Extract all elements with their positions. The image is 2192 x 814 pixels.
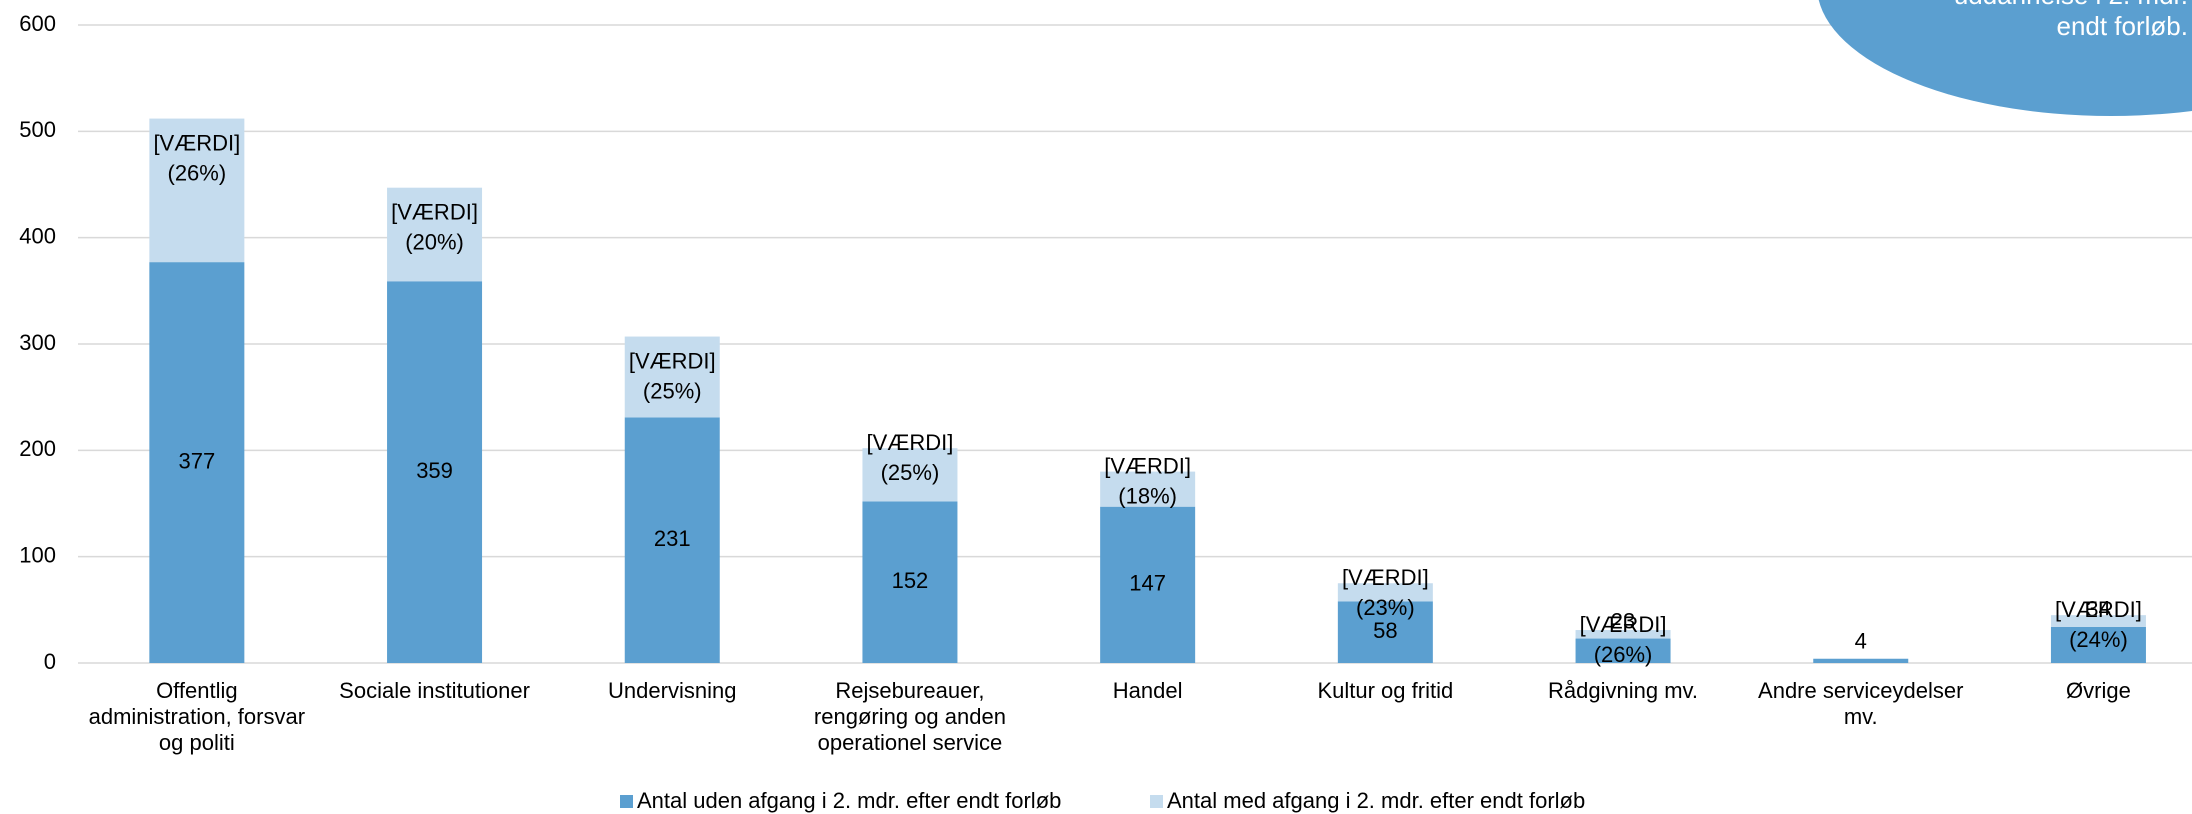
data-label: 147 [1129,571,1166,596]
annotation: [VÆRDI] [153,130,240,155]
annotation: [VÆRDI] [391,200,478,225]
legend-label: Antal uden afgang i 2. mdr. efter endt f… [637,788,1062,813]
annotation: (18%) [1118,483,1177,508]
bar [1813,658,1909,663]
callout-shape [1818,0,2192,116]
data-label: 377 [178,448,215,473]
y-tick-label: 300 [19,330,56,355]
bar [387,187,483,282]
y-tick-label: 200 [19,436,56,461]
bar [1575,638,1671,663]
y-tick-label: 100 [19,542,56,567]
data-label: 23 [1611,608,1635,633]
annotation: (25%) [881,460,940,485]
x-tick-label: Øvrige [2066,678,2131,703]
data-label: 152 [892,568,929,593]
data-label: 4 [1855,629,1867,654]
legend-item: Antal uden afgang i 2. mdr. efter endt f… [620,788,1061,814]
annotation: (24%) [2069,627,2128,652]
bar [624,336,720,418]
bar [862,501,958,663]
callout-text: uddannelse i 2. mdr. [1954,0,2188,10]
bar [1337,583,1433,602]
bar [2050,626,2146,663]
bar [149,118,245,263]
data-label: 359 [416,458,453,483]
x-tick-label: Offentlig administration, forsvar og pol… [88,678,306,755]
y-tick-label: 600 [19,11,56,36]
legend-swatch [1150,794,1163,808]
annotation: [VÆRDI] [1342,565,1429,590]
annotation: (25%) [643,378,702,403]
bar [149,262,245,663]
y-tick-label: 500 [19,117,56,142]
bar [2050,615,2146,627]
bar [1575,630,1671,639]
callout-text: endt forløb. [2056,11,2188,41]
annotation: [VÆRDI] [1580,612,1667,637]
x-tick-label: Rådgivning mv. [1548,678,1699,703]
x-tick-label: Kultur og fritid [1317,678,1454,703]
legend-label: Antal med afgang i 2. mdr. efter endt fo… [1167,788,1586,813]
x-tick-label: Undervisning [608,678,737,703]
legend-item: Antal med afgang i 2. mdr. efter endt fo… [1150,788,1585,814]
data-label: 231 [654,526,691,551]
data-label: 58 [1373,618,1397,643]
x-tick-label: Rejsebureauer, rengøring og anden operat… [813,678,1006,755]
legend-swatch [620,794,633,808]
x-tick-label: Handel [1112,678,1183,703]
annotation: [VÆRDI] [2055,597,2142,622]
annotation: [VÆRDI] [867,430,954,455]
annotation: (23%) [1356,595,1415,620]
annotation: (26%) [168,160,227,185]
bar [624,417,720,663]
bar [1337,601,1433,663]
annotation: [VÆRDI] [1104,453,1191,478]
annotation: (20%) [405,230,464,255]
bar [387,281,483,663]
annotation: [VÆRDI] [629,348,716,373]
bar [1100,506,1196,663]
annotation: (26%) [1594,642,1653,667]
bar [1100,471,1196,507]
y-tick-label: 0 [44,649,56,674]
y-tick-label: 400 [19,223,56,248]
x-tick-label: Sociale institutioner [339,678,530,703]
x-tick-label: Andre serviceydelser mv. [1758,678,1964,729]
bar [862,448,958,502]
